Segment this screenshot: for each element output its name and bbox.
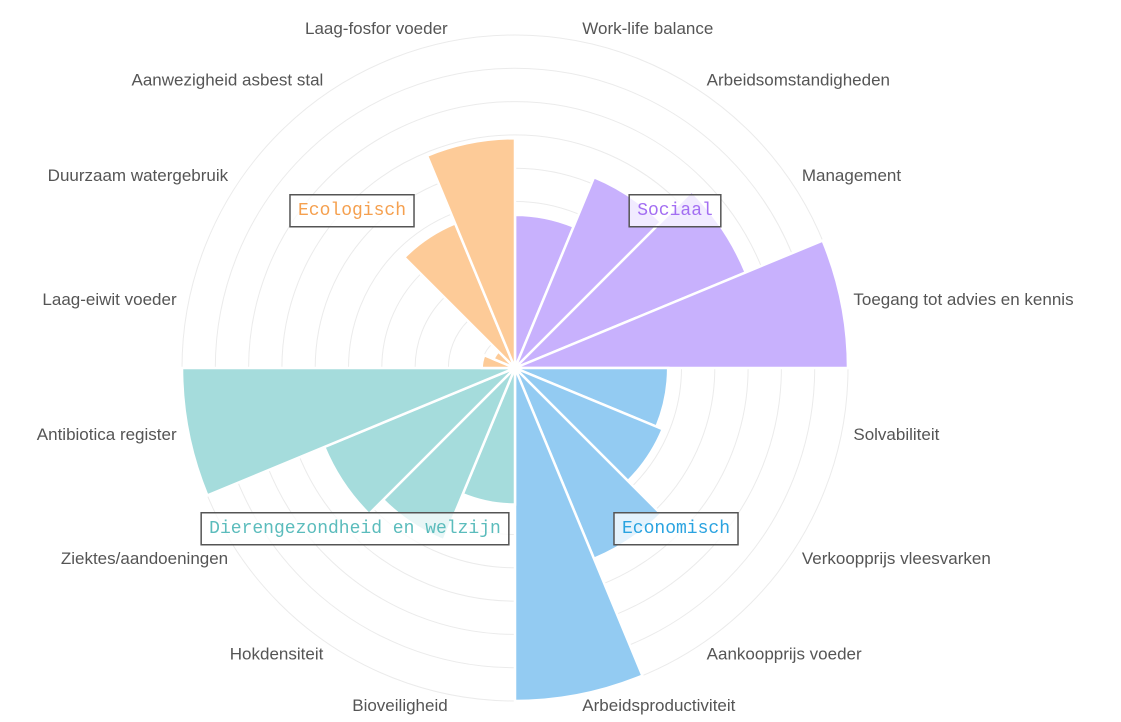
bar (513, 367, 645, 703)
category-label: Toegang tot advies en kennis (853, 290, 1073, 309)
group-label-box (289, 194, 415, 228)
group-label-box (613, 512, 739, 546)
category-label: Bioveiligheid (352, 696, 447, 715)
category-label: Aanwezigheid asbest stal (131, 71, 323, 90)
category-label: Antibiotica register (37, 425, 177, 444)
category-label: Laag-fosfor voeder (305, 19, 448, 38)
group-label: Ecologisch (289, 194, 415, 228)
group-label: Sociaal (628, 194, 722, 228)
bar (180, 366, 516, 498)
group-label-text: Dierengezondheid en welzijn (209, 519, 501, 539)
group-label: Dierengezondheid en welzijn (200, 512, 510, 546)
group-label: Economisch (613, 512, 739, 546)
category-label: Arbeidsomstandigheden (707, 71, 890, 90)
bar (514, 238, 850, 370)
group-label-box (200, 512, 510, 546)
group-label-box (628, 194, 722, 228)
category-label: Hokdensiteit (230, 644, 324, 663)
category-label: Duurzaam watergebruik (48, 166, 229, 185)
category-label: Arbeidsproductiviteit (582, 696, 735, 715)
group-label-text: Ecologisch (298, 201, 406, 221)
category-label: Solvabiliteit (853, 425, 939, 444)
category-label: Ziektes/aandoeningen (61, 549, 228, 568)
category-label: Management (802, 166, 902, 185)
category-label: Verkoopprijs vleesvarken (802, 549, 991, 568)
category-label: Work-life balance (582, 19, 713, 38)
group-label-text: Sociaal (637, 201, 713, 221)
group-label-text: Economisch (622, 519, 730, 539)
category-label: Aankoopprijs voeder (707, 644, 862, 663)
category-label: Laag-eiwit voeder (42, 290, 177, 309)
bar (425, 136, 517, 369)
